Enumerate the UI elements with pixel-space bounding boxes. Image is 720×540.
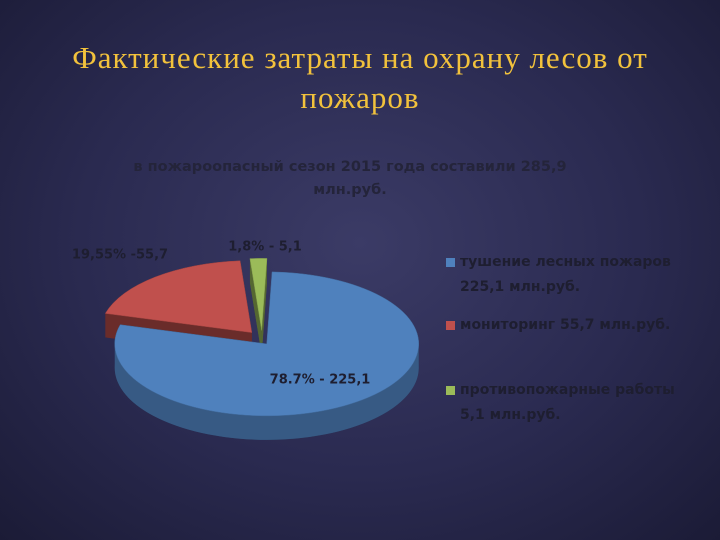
legend-swatch — [446, 321, 455, 330]
pie-slice — [249, 258, 268, 331]
slide-title: Фактические затраты на охрану лесов от п… — [72, 40, 648, 115]
chart-title: в пожароопасный сезон 2015 года составил… — [133, 159, 567, 198]
legend-swatch — [446, 386, 455, 395]
slice-side — [249, 258, 262, 355]
data-label: 78.7% - 225,1 — [270, 373, 371, 388]
legend-entry: мониторинг 55,7 млн.руб. — [446, 313, 690, 338]
data-label: 19,55% -55,7 — [72, 248, 168, 263]
slice-side — [261, 258, 267, 355]
slice-rim — [114, 343, 419, 440]
legend-entry: противопожарные работы 5,1 млн.руб. — [446, 378, 690, 428]
pie-slice — [114, 271, 419, 417]
legend-label: мониторинг 55,7 млн.руб. — [460, 317, 671, 333]
pie-slice — [104, 260, 253, 333]
legend-label: тушение лесных пожаров 225,1 млн.руб. — [460, 254, 671, 295]
legend-swatch — [446, 258, 455, 267]
data-label: 1,8% - 5,1 — [228, 240, 302, 255]
legend-label: противопожарные работы 5,1 млн.руб. — [460, 382, 675, 423]
legend-entry: тушение лесных пожаров 225,1 млн.руб. — [446, 250, 690, 300]
